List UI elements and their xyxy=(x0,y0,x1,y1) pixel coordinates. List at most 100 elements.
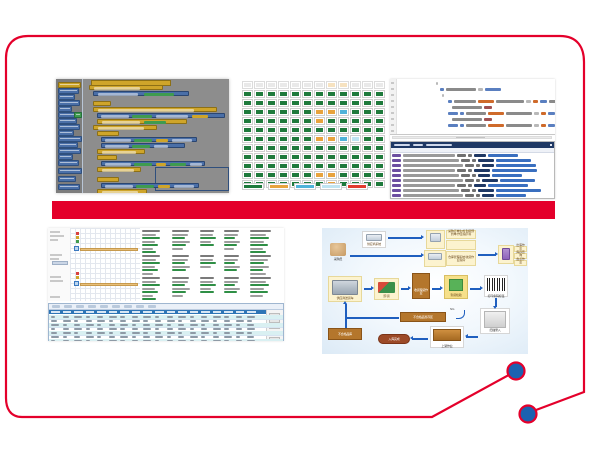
slot-cell[interactable] xyxy=(338,162,349,170)
slot-cell[interactable] xyxy=(350,162,361,170)
slot-cell[interactable] xyxy=(350,99,361,107)
slot-cell[interactable] xyxy=(254,162,265,170)
slot-cell[interactable] xyxy=(350,117,361,125)
flow-node-inspect-desk[interactable]: 收货理货作业 xyxy=(412,273,430,299)
flow-node-scan-in[interactable]: 扫描录入 xyxy=(480,308,510,334)
slot-cell[interactable] xyxy=(254,81,265,89)
slot-cell[interactable] xyxy=(362,81,373,89)
slot-cell[interactable] xyxy=(278,81,289,89)
slot-cell[interactable] xyxy=(314,90,325,98)
slot-cell[interactable] xyxy=(242,144,253,152)
slot-cell[interactable] xyxy=(314,162,325,170)
slot-cell[interactable] xyxy=(290,171,301,179)
slot-cell[interactable] xyxy=(314,171,325,179)
table-row[interactable] xyxy=(49,331,283,336)
slot-cell[interactable] xyxy=(278,135,289,143)
slot-cell[interactable] xyxy=(302,81,313,89)
slot-cell[interactable] xyxy=(362,126,373,134)
plan-sheet-upper-area[interactable] xyxy=(48,228,284,301)
slot-cell[interactable] xyxy=(374,162,385,170)
slot-cell[interactable] xyxy=(326,117,337,125)
slot-cell[interactable] xyxy=(326,126,337,134)
slot-cell[interactable] xyxy=(290,135,301,143)
log-row[interactable] xyxy=(392,184,528,187)
code-horizontal-scrollbar[interactable] xyxy=(392,136,552,139)
slot-cell[interactable] xyxy=(302,99,313,107)
log-row[interactable] xyxy=(392,169,537,172)
slot-cell[interactable] xyxy=(362,153,373,161)
toolbar-button[interactable] xyxy=(88,305,96,308)
slot-cell[interactable] xyxy=(266,81,277,89)
slot-cell[interactable] xyxy=(374,126,385,134)
slot-cell[interactable] xyxy=(266,117,277,125)
slot-cell[interactable] xyxy=(314,153,325,161)
slot-cell[interactable] xyxy=(362,108,373,116)
slot-cell[interactable] xyxy=(326,171,337,179)
slot-cell[interactable] xyxy=(374,81,385,89)
flow-node-right-out-2[interactable]: 库存查询 xyxy=(514,251,527,259)
flow-node-wms-server[interactable] xyxy=(424,250,446,267)
slot-cell[interactable] xyxy=(290,144,301,152)
slot-cell[interactable] xyxy=(254,99,265,107)
slot-cell[interactable] xyxy=(326,108,337,116)
slot-cell[interactable] xyxy=(374,99,385,107)
slot-cell[interactable] xyxy=(374,135,385,143)
slot-cell[interactable] xyxy=(242,171,253,179)
slot-cell[interactable] xyxy=(338,108,349,116)
slot-cell[interactable] xyxy=(290,108,301,116)
slot-cell[interactable] xyxy=(242,108,253,116)
slot-cell[interactable] xyxy=(338,144,349,152)
slot-cell[interactable] xyxy=(290,117,301,125)
slot-cell[interactable] xyxy=(278,153,289,161)
slot-cell[interactable] xyxy=(254,144,265,152)
slot-cell[interactable] xyxy=(350,171,361,179)
slot-cell[interactable] xyxy=(338,117,349,125)
slot-cell[interactable] xyxy=(302,153,313,161)
slot-cell[interactable] xyxy=(326,81,337,89)
slot-cell[interactable] xyxy=(242,126,253,134)
slot-cell[interactable] xyxy=(374,180,385,188)
toolbar-button[interactable] xyxy=(124,305,132,308)
slot-cell[interactable] xyxy=(254,126,265,134)
flow-node-supplier-pc[interactable]: 供应商系统 xyxy=(362,231,386,248)
slot-cell[interactable] xyxy=(242,81,253,89)
slot-cell[interactable] xyxy=(362,144,373,152)
flow-node-reject-warehouse[interactable]: 不合格品库 xyxy=(328,328,362,340)
table-column-header[interactable] xyxy=(178,311,187,313)
table-column-header[interactable] xyxy=(85,311,95,313)
slot-cell[interactable] xyxy=(374,144,385,152)
table-column-header[interactable] xyxy=(201,311,210,313)
slot-cell[interactable] xyxy=(314,108,325,116)
slot-cell[interactable] xyxy=(362,135,373,143)
slot-cell[interactable] xyxy=(278,162,289,170)
slot-cell[interactable] xyxy=(338,171,349,179)
slot-cell[interactable] xyxy=(278,117,289,125)
slot-cell[interactable] xyxy=(242,135,253,143)
slot-cell[interactable] xyxy=(278,126,289,134)
slot-cell[interactable] xyxy=(254,117,265,125)
screenshot-warehouse-logistics-flow-diagram[interactable]: 供应商系统 采购员 采购订单生成 到货预约单 作业指示书 仓库管理系统 收货作业… xyxy=(322,228,528,354)
table-column-header[interactable] xyxy=(224,311,233,313)
slot-cell[interactable] xyxy=(314,99,325,107)
slot-cell[interactable] xyxy=(350,135,361,143)
slot-cell[interactable] xyxy=(266,162,277,170)
slot-cell[interactable] xyxy=(290,153,301,161)
slot-cell[interactable] xyxy=(242,153,253,161)
slot-cell[interactable] xyxy=(314,144,325,152)
slot-cell[interactable] xyxy=(302,108,313,116)
flow-node-barcode-label[interactable]: 打印条码标签 xyxy=(484,275,508,298)
flow-node-right-out-1[interactable]: 出库作业 xyxy=(514,244,527,252)
slot-cell[interactable] xyxy=(290,99,301,107)
slot-cell[interactable] xyxy=(242,90,253,98)
log-toolbar[interactable] xyxy=(391,148,554,153)
slot-cell[interactable] xyxy=(290,126,301,134)
screenshot-warehouse-slot-status-grid[interactable] xyxy=(239,79,385,199)
slot-cell[interactable] xyxy=(362,90,373,98)
toolbar-button[interactable] xyxy=(112,305,120,308)
slot-cell[interactable] xyxy=(278,171,289,179)
table-column-header[interactable] xyxy=(62,311,72,313)
table-column-header[interactable] xyxy=(235,311,245,313)
slot-cell[interactable] xyxy=(338,99,349,107)
slot-cell[interactable] xyxy=(302,135,313,143)
slot-cell[interactable] xyxy=(326,153,337,161)
